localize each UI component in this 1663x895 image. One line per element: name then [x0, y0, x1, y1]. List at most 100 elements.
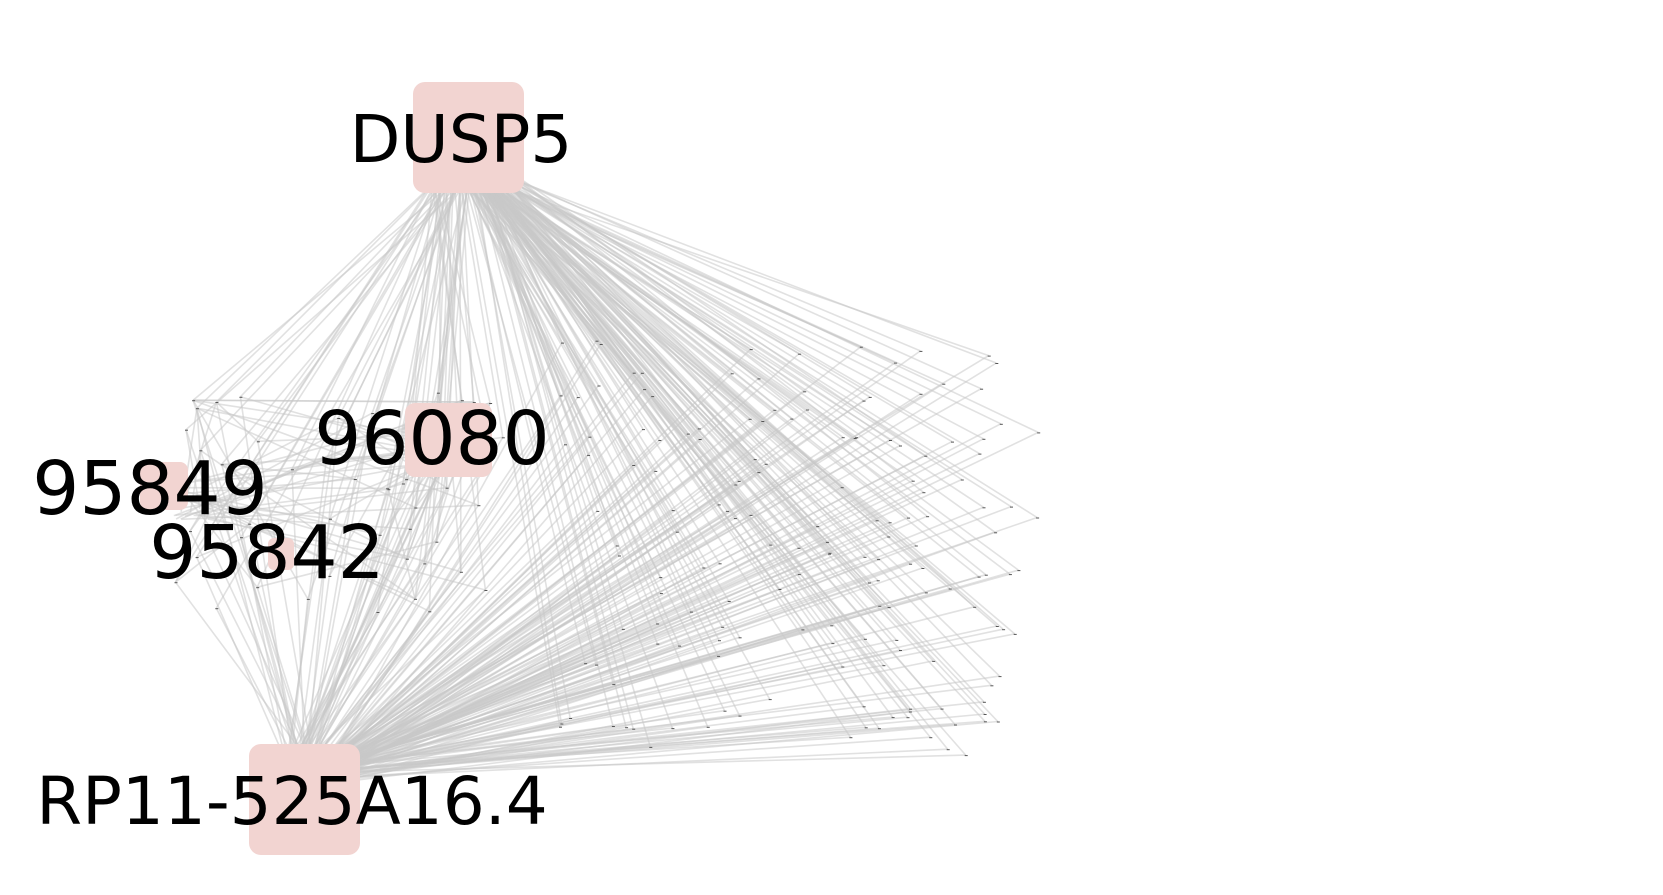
small-node [649, 746, 653, 748]
edge [287, 458, 328, 766]
small-node [841, 437, 845, 439]
node-95849[interactable]: 95849 [32, 446, 267, 532]
small-node [797, 547, 801, 549]
edge [482, 154, 992, 686]
node-dusp5[interactable]: DUSP5 [350, 82, 573, 193]
small-node [654, 470, 658, 472]
small-node [378, 534, 382, 536]
small-node [924, 592, 928, 594]
edge [387, 489, 416, 599]
small-node [849, 737, 853, 739]
node-rp11-525a16-4[interactable]: RP11-525A16.4 [36, 744, 548, 855]
edge [482, 170, 645, 390]
edge [464, 165, 921, 395]
edge [445, 185, 459, 434]
edge [324, 716, 893, 768]
edge [322, 606, 975, 773]
small-node [987, 355, 991, 357]
small-node [982, 507, 986, 509]
edge [256, 586, 314, 766]
small-node [994, 532, 998, 534]
small-node [973, 606, 977, 608]
edge [454, 150, 1038, 519]
small-node [995, 363, 999, 364]
edge [458, 161, 597, 665]
edge [311, 348, 752, 772]
edge [474, 172, 661, 441]
small-node [718, 563, 722, 565]
small-node [632, 372, 636, 374]
node-95849-label: 95849 [32, 446, 267, 532]
small-node [656, 643, 660, 645]
edge [464, 165, 674, 729]
small-node [778, 589, 782, 590]
small-node [240, 537, 243, 539]
node-96080[interactable]: 96080 [314, 396, 549, 482]
edge [481, 166, 997, 364]
small-node [734, 484, 738, 486]
small-node [951, 441, 954, 443]
node-95842[interactable]: 95842 [149, 510, 384, 596]
small-node [868, 396, 872, 398]
small-node [1036, 517, 1040, 519]
small-node [1002, 629, 1006, 631]
small-node [325, 458, 329, 460]
small-node [717, 655, 721, 657]
small-node [174, 582, 178, 584]
small-node [671, 510, 675, 512]
small-node [863, 638, 867, 640]
edge [306, 642, 833, 774]
small-node [946, 749, 950, 751]
edge [195, 556, 289, 766]
edge [189, 514, 201, 532]
edge [423, 174, 463, 564]
small-node [564, 444, 567, 446]
small-node [998, 676, 1002, 678]
small-node [414, 507, 418, 509]
small-node [621, 628, 625, 630]
edge [298, 483, 404, 766]
edge [195, 513, 486, 591]
edge [469, 149, 894, 718]
small-node [1013, 633, 1017, 635]
edge [318, 726, 708, 779]
edge [174, 173, 439, 583]
edge [221, 185, 457, 465]
small-node [632, 465, 636, 466]
node-dusp5-box [413, 82, 524, 193]
small-node [887, 607, 891, 609]
edge [304, 575, 979, 772]
small-node [256, 587, 260, 589]
node-95849-box [140, 462, 188, 510]
small-node [757, 472, 761, 474]
edge [459, 150, 986, 715]
edge [309, 684, 992, 770]
edge [476, 177, 989, 357]
small-node [290, 469, 294, 471]
small-node [239, 396, 243, 398]
small-node [199, 450, 203, 452]
edge [306, 346, 862, 775]
small-node [909, 708, 913, 710]
small-node [929, 737, 933, 739]
edge [304, 394, 562, 776]
small-node [723, 710, 727, 712]
edge [480, 153, 880, 607]
small-node [840, 487, 844, 489]
edge [462, 164, 771, 700]
edge [480, 171, 562, 396]
small-node [868, 582, 871, 584]
edge [316, 569, 1019, 772]
small-node [806, 409, 810, 411]
small-node [501, 437, 505, 439]
edge [481, 175, 901, 651]
small-node [907, 517, 911, 519]
small-node [484, 590, 488, 591]
node-95842-box [268, 538, 294, 570]
small-node [864, 727, 868, 729]
node-dusp5-label: DUSP5 [350, 101, 573, 178]
edge [473, 170, 709, 728]
small-node [611, 726, 615, 727]
edge [175, 523, 250, 583]
edge [465, 169, 586, 664]
